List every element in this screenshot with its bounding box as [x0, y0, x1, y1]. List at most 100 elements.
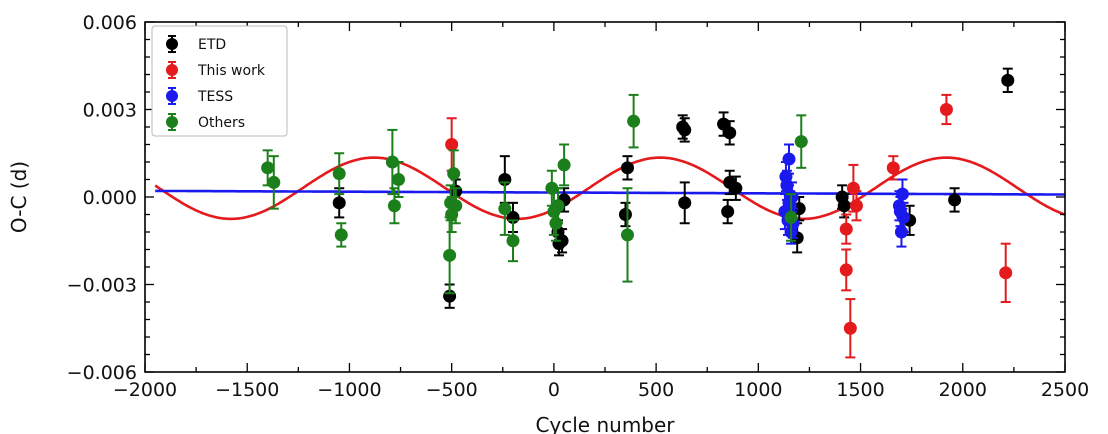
marker: [895, 187, 909, 201]
marker: [447, 167, 461, 181]
marker: [332, 167, 346, 181]
data-point: [332, 152, 346, 196]
y-tick-label: 0.006: [83, 12, 137, 34]
marker: [886, 161, 900, 175]
legend-entry: TESS: [166, 87, 233, 105]
marker: [678, 196, 692, 210]
legend-marker: [166, 64, 178, 76]
x-tick-label: 500: [638, 379, 674, 401]
data-point: [445, 117, 459, 172]
marker: [782, 196, 796, 210]
series-this-work: [445, 93, 1013, 359]
data-point: [498, 181, 512, 236]
data-point: [620, 155, 634, 181]
marker: [723, 126, 737, 140]
y-axis-title: O-C (d): [7, 161, 31, 233]
legend-box: [151, 25, 288, 137]
legend-marker: [166, 38, 178, 50]
data-point: [886, 155, 900, 181]
data-point: [782, 143, 796, 175]
x-axis-title: Cycle number: [535, 413, 675, 434]
x-tick-label: 2000: [939, 379, 987, 401]
marker: [839, 263, 853, 277]
marker: [618, 208, 632, 221]
marker: [498, 202, 512, 216]
marker: [449, 199, 463, 213]
marker: [837, 199, 851, 213]
data-point: [392, 161, 406, 198]
marker: [334, 228, 348, 242]
data-point: [939, 93, 953, 126]
data-point: [618, 201, 632, 228]
data-point: [784, 193, 798, 242]
legend-label: TESS: [197, 89, 233, 105]
data-point: [443, 216, 457, 295]
marker: [939, 103, 953, 116]
series-others: [261, 93, 808, 295]
marker: [620, 228, 634, 242]
marker: [721, 205, 735, 219]
data-point: [551, 187, 565, 225]
marker: [1001, 73, 1015, 87]
marker: [843, 321, 857, 335]
legend-entry: Others: [166, 113, 245, 131]
data-point: [723, 120, 737, 146]
data-point: [506, 219, 520, 263]
marker: [627, 114, 641, 128]
data-point: [387, 187, 401, 225]
y-tick-label: 0.000: [83, 187, 137, 209]
marker: [784, 210, 798, 224]
data-point: [267, 155, 281, 210]
data-point: [948, 187, 962, 213]
data-point: [893, 196, 907, 228]
marker: [443, 248, 457, 262]
data-point: [385, 128, 399, 196]
legend-label: This work: [197, 63, 266, 79]
data-point: [721, 198, 735, 225]
marker: [849, 199, 863, 213]
marker: [999, 266, 1013, 280]
marker: [385, 155, 399, 169]
y-tick-label: −0.006: [67, 362, 137, 384]
marker: [392, 173, 406, 186]
data-point: [678, 117, 692, 143]
marker: [846, 181, 860, 195]
marker: [678, 123, 692, 137]
legend: ETD This work TESS Others: [151, 25, 288, 137]
series-etd: [332, 67, 1015, 309]
y-tick-label: 0.003: [83, 100, 137, 122]
legend-label: Others: [198, 115, 245, 131]
marker: [729, 181, 743, 195]
data-point: [627, 93, 641, 149]
marker: [794, 135, 808, 149]
marker: [445, 138, 459, 151]
x-tick-label: 1000: [734, 379, 782, 401]
x-tick-label: −1000: [317, 379, 381, 401]
x-tick-label: −500: [426, 379, 478, 401]
legend-marker: [166, 116, 178, 128]
data-point: [1001, 67, 1015, 93]
data-point: [447, 149, 461, 198]
marker: [551, 199, 565, 213]
data-point: [729, 175, 743, 201]
marker: [555, 234, 569, 248]
legend-label: ETD: [198, 37, 226, 53]
x-tick-label: 1500: [836, 379, 884, 401]
marker: [332, 196, 346, 210]
marker: [267, 175, 281, 189]
data-point: [843, 298, 857, 359]
data-point: [449, 187, 463, 225]
marker: [779, 170, 793, 184]
legend-entry: ETD: [166, 35, 226, 53]
marker: [839, 222, 853, 236]
x-tick-label: −2000: [113, 379, 177, 401]
legend-entry: This work: [166, 61, 266, 79]
linear-fit-line: [155, 189, 1065, 196]
x-axis-ticks: −2000 −1500 −1000 −500 0 500 1000 1500 2000 2500: [113, 22, 1089, 401]
data-point: [794, 114, 808, 169]
data-point: [839, 248, 853, 292]
marker: [261, 161, 275, 175]
data-point: [678, 181, 692, 225]
marker: [557, 158, 571, 172]
